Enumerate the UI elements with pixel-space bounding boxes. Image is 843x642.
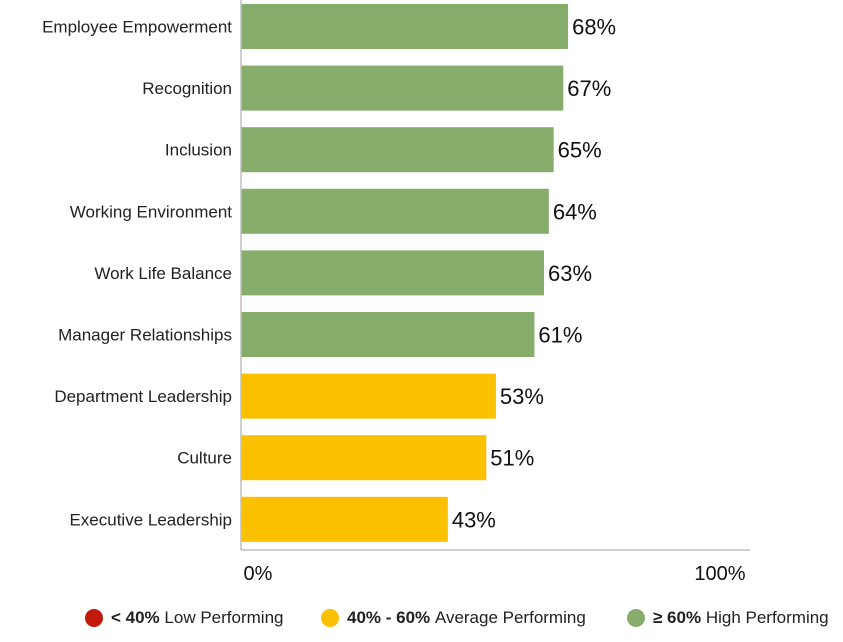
category-label: Manager Relationships — [58, 326, 232, 345]
legend-text: ≥ 60% High Performing — [653, 608, 829, 628]
bar-chart: Employee Empowerment 68% Recognition 67% Inc… — [42, 0, 750, 585]
data-label: 63% — [548, 261, 592, 286]
category-label: Culture — [177, 449, 232, 468]
category-label: Inclusion — [165, 141, 232, 160]
data-label: 64% — [553, 199, 597, 224]
red-dot-icon — [85, 609, 103, 627]
legend-item-high: ≥ 60% High Performing — [627, 608, 829, 628]
legend-text: < 40% Low Performing — [111, 608, 283, 628]
data-label: 68% — [572, 15, 616, 40]
bar — [241, 312, 535, 357]
legend-range: 40% - 60% — [347, 608, 431, 627]
category-label: Recognition — [142, 79, 232, 98]
legend-range: < 40% — [111, 608, 160, 627]
data-label: 65% — [558, 138, 602, 163]
legend-label: Average Performing — [434, 608, 586, 627]
bar — [241, 496, 448, 542]
x-tick-label: 0% — [244, 563, 273, 585]
bar — [241, 65, 564, 111]
category-label: Department Leadership — [54, 387, 232, 406]
bars-layer: Employee Empowerment 68% Recognition 67% Inc… — [42, 4, 616, 542]
legend-item-average: 40% - 60% Average Performing — [321, 608, 586, 628]
legend-text: 40% - 60% Average Performing — [347, 608, 586, 628]
data-label: 51% — [490, 446, 534, 471]
bar — [241, 250, 545, 296]
bar — [241, 4, 569, 49]
axis-layer: 0% 100% — [240, 0, 750, 585]
x-tick-label: 100% — [694, 563, 745, 585]
legend: < 40% Low Performing 40% - 60% Average P… — [0, 608, 843, 638]
data-label: 67% — [567, 76, 611, 101]
bar — [241, 435, 487, 481]
legend-range: ≥ 60% — [653, 608, 702, 627]
category-label: Executive Leadership — [69, 510, 232, 529]
data-label: 43% — [452, 507, 496, 532]
bar — [241, 127, 554, 173]
legend-label: High Performing — [705, 608, 829, 627]
legend-item-low: < 40% Low Performing — [85, 608, 283, 628]
data-label: 61% — [538, 323, 582, 348]
legend-label: Low Performing — [164, 608, 284, 627]
green-dot-icon — [627, 609, 645, 627]
category-label: Employee Empowerment — [42, 18, 232, 37]
yellow-dot-icon — [321, 609, 339, 627]
bar — [241, 188, 549, 234]
bar — [241, 373, 496, 419]
data-label: 53% — [500, 384, 544, 409]
category-label: Working Environment — [70, 202, 232, 221]
category-label: Work Life Balance — [94, 264, 232, 283]
